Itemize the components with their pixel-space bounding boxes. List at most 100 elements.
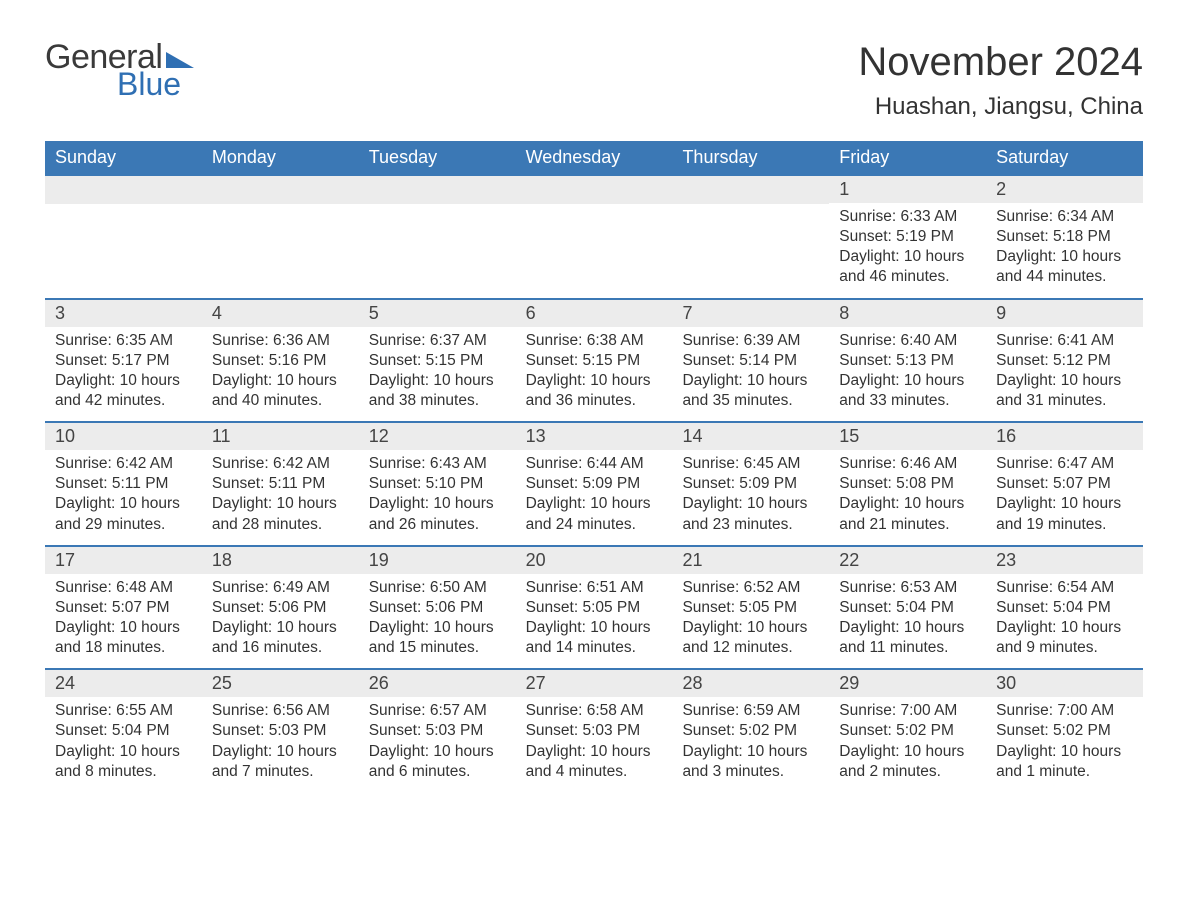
sunset-text: Sunset: 5:06 PM xyxy=(369,598,506,618)
day-details: Sunrise: 6:58 AMSunset: 5:03 PMDaylight:… xyxy=(516,697,673,792)
sunset-text: Sunset: 5:02 PM xyxy=(996,721,1133,741)
daylight-text: Daylight: 10 hours and 21 minutes. xyxy=(839,494,976,534)
day-number xyxy=(516,176,673,204)
sunset-text: Sunset: 5:09 PM xyxy=(526,474,663,494)
daylight-text: Daylight: 10 hours and 46 minutes. xyxy=(839,247,976,287)
sunrise-text: Sunrise: 6:58 AM xyxy=(526,701,663,721)
sunset-text: Sunset: 5:03 PM xyxy=(526,721,663,741)
day-details: Sunrise: 6:56 AMSunset: 5:03 PMDaylight:… xyxy=(202,697,359,792)
logo: General Blue xyxy=(45,40,194,100)
empty-cell xyxy=(202,176,359,298)
sunset-text: Sunset: 5:05 PM xyxy=(526,598,663,618)
weekday-header: Sunday xyxy=(45,141,202,174)
day-cell: 8Sunrise: 6:40 AMSunset: 5:13 PMDaylight… xyxy=(829,300,986,422)
day-cell: 26Sunrise: 6:57 AMSunset: 5:03 PMDayligh… xyxy=(359,670,516,792)
day-number xyxy=(45,176,202,204)
daylight-text: Daylight: 10 hours and 16 minutes. xyxy=(212,618,349,658)
week-row: 10Sunrise: 6:42 AMSunset: 5:11 PMDayligh… xyxy=(45,421,1143,545)
sunrise-text: Sunrise: 6:42 AM xyxy=(55,454,192,474)
day-cell: 1Sunrise: 6:33 AMSunset: 5:19 PMDaylight… xyxy=(829,176,986,298)
weekday-header: Monday xyxy=(202,141,359,174)
day-number: 24 xyxy=(45,670,202,697)
week-row: 3Sunrise: 6:35 AMSunset: 5:17 PMDaylight… xyxy=(45,298,1143,422)
day-number: 22 xyxy=(829,547,986,574)
sunrise-text: Sunrise: 6:46 AM xyxy=(839,454,976,474)
sunset-text: Sunset: 5:11 PM xyxy=(55,474,192,494)
day-details: Sunrise: 6:55 AMSunset: 5:04 PMDaylight:… xyxy=(45,697,202,792)
weekday-header: Wednesday xyxy=(516,141,673,174)
day-number: 2 xyxy=(986,176,1143,203)
daylight-text: Daylight: 10 hours and 42 minutes. xyxy=(55,371,192,411)
daylight-text: Daylight: 10 hours and 1 minute. xyxy=(996,742,1133,782)
day-number: 1 xyxy=(829,176,986,203)
day-cell: 23Sunrise: 6:54 AMSunset: 5:04 PMDayligh… xyxy=(986,547,1143,669)
daylight-text: Daylight: 10 hours and 31 minutes. xyxy=(996,371,1133,411)
sunrise-text: Sunrise: 6:54 AM xyxy=(996,578,1133,598)
day-number: 3 xyxy=(45,300,202,327)
sunrise-text: Sunrise: 6:51 AM xyxy=(526,578,663,598)
sunrise-text: Sunrise: 6:38 AM xyxy=(526,331,663,351)
week-row: 17Sunrise: 6:48 AMSunset: 5:07 PMDayligh… xyxy=(45,545,1143,669)
day-cell: 4Sunrise: 6:36 AMSunset: 5:16 PMDaylight… xyxy=(202,300,359,422)
day-cell: 3Sunrise: 6:35 AMSunset: 5:17 PMDaylight… xyxy=(45,300,202,422)
sunrise-text: Sunrise: 6:53 AM xyxy=(839,578,976,598)
day-cell: 7Sunrise: 6:39 AMSunset: 5:14 PMDaylight… xyxy=(672,300,829,422)
sunrise-text: Sunrise: 7:00 AM xyxy=(839,701,976,721)
day-number: 17 xyxy=(45,547,202,574)
day-number: 9 xyxy=(986,300,1143,327)
day-number: 21 xyxy=(672,547,829,574)
sunrise-text: Sunrise: 6:48 AM xyxy=(55,578,192,598)
day-number: 6 xyxy=(516,300,673,327)
sunset-text: Sunset: 5:03 PM xyxy=(369,721,506,741)
sunset-text: Sunset: 5:12 PM xyxy=(996,351,1133,371)
day-cell: 15Sunrise: 6:46 AMSunset: 5:08 PMDayligh… xyxy=(829,423,986,545)
sunrise-text: Sunrise: 6:59 AM xyxy=(682,701,819,721)
empty-cell xyxy=(672,176,829,298)
sunset-text: Sunset: 5:17 PM xyxy=(55,351,192,371)
day-cell: 5Sunrise: 6:37 AMSunset: 5:15 PMDaylight… xyxy=(359,300,516,422)
sunrise-text: Sunrise: 7:00 AM xyxy=(996,701,1133,721)
header: General Blue November 2024 Huashan, Jian… xyxy=(45,40,1143,121)
daylight-text: Daylight: 10 hours and 28 minutes. xyxy=(212,494,349,534)
day-number: 13 xyxy=(516,423,673,450)
day-number: 16 xyxy=(986,423,1143,450)
day-details: Sunrise: 6:52 AMSunset: 5:05 PMDaylight:… xyxy=(672,574,829,669)
day-details: Sunrise: 6:46 AMSunset: 5:08 PMDaylight:… xyxy=(829,450,986,545)
daylight-text: Daylight: 10 hours and 36 minutes. xyxy=(526,371,663,411)
day-cell: 22Sunrise: 6:53 AMSunset: 5:04 PMDayligh… xyxy=(829,547,986,669)
daylight-text: Daylight: 10 hours and 3 minutes. xyxy=(682,742,819,782)
day-details: Sunrise: 6:44 AMSunset: 5:09 PMDaylight:… xyxy=(516,450,673,545)
calendar: SundayMondayTuesdayWednesdayThursdayFrid… xyxy=(45,141,1143,792)
day-number: 29 xyxy=(829,670,986,697)
logo-word-blue: Blue xyxy=(117,68,181,100)
day-cell: 14Sunrise: 6:45 AMSunset: 5:09 PMDayligh… xyxy=(672,423,829,545)
sunset-text: Sunset: 5:14 PM xyxy=(682,351,819,371)
day-cell: 2Sunrise: 6:34 AMSunset: 5:18 PMDaylight… xyxy=(986,176,1143,298)
sunrise-text: Sunrise: 6:36 AM xyxy=(212,331,349,351)
sunset-text: Sunset: 5:07 PM xyxy=(996,474,1133,494)
daylight-text: Daylight: 10 hours and 24 minutes. xyxy=(526,494,663,534)
daylight-text: Daylight: 10 hours and 19 minutes. xyxy=(996,494,1133,534)
day-details: Sunrise: 6:45 AMSunset: 5:09 PMDaylight:… xyxy=(672,450,829,545)
day-details: Sunrise: 6:47 AMSunset: 5:07 PMDaylight:… xyxy=(986,450,1143,545)
day-details: Sunrise: 7:00 AMSunset: 5:02 PMDaylight:… xyxy=(829,697,986,792)
sunset-text: Sunset: 5:09 PM xyxy=(682,474,819,494)
sunset-text: Sunset: 5:11 PM xyxy=(212,474,349,494)
sunset-text: Sunset: 5:04 PM xyxy=(839,598,976,618)
daylight-text: Daylight: 10 hours and 40 minutes. xyxy=(212,371,349,411)
sunset-text: Sunset: 5:06 PM xyxy=(212,598,349,618)
week-row: 24Sunrise: 6:55 AMSunset: 5:04 PMDayligh… xyxy=(45,668,1143,792)
sunrise-text: Sunrise: 6:39 AM xyxy=(682,331,819,351)
day-number: 11 xyxy=(202,423,359,450)
weekday-header: Saturday xyxy=(986,141,1143,174)
day-number xyxy=(672,176,829,204)
sunset-text: Sunset: 5:16 PM xyxy=(212,351,349,371)
day-number: 28 xyxy=(672,670,829,697)
sunset-text: Sunset: 5:13 PM xyxy=(839,351,976,371)
day-details: Sunrise: 6:53 AMSunset: 5:04 PMDaylight:… xyxy=(829,574,986,669)
day-number: 12 xyxy=(359,423,516,450)
sunrise-text: Sunrise: 6:41 AM xyxy=(996,331,1133,351)
day-number: 5 xyxy=(359,300,516,327)
day-details: Sunrise: 6:33 AMSunset: 5:19 PMDaylight:… xyxy=(829,203,986,298)
sunrise-text: Sunrise: 6:57 AM xyxy=(369,701,506,721)
